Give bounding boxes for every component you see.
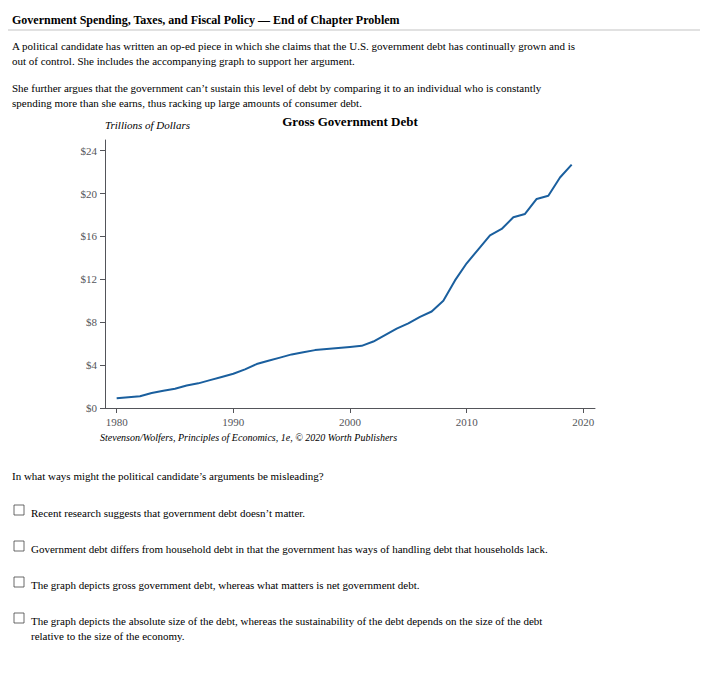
svg-text:2000: 2000 [339,416,362,428]
svg-text:$20: $20 [81,188,98,200]
svg-text:Stevenson/Wolfers, Principles: Stevenson/Wolfers, Principles of Economi… [100,432,397,443]
svg-text:out of control. She includes t: out of control. She includes the accompa… [12,55,355,67]
svg-text:In what ways might the politic: In what ways might the political candida… [12,470,324,482]
svg-text:Government debt differs from h: Government debt differs from household d… [31,543,548,555]
svg-text:Trillions of Dollars: Trillions of Dollars [105,119,190,131]
svg-text:The graph depicts gross govern: The graph depicts gross government debt,… [31,579,420,591]
svg-text:$4: $4 [86,359,98,371]
svg-text:A political candidate has writ: A political candidate has written an op-… [12,40,575,52]
svg-text:spending more than she earns,: spending more than she earns, thus racki… [12,97,362,109]
svg-text:$8: $8 [86,316,98,328]
svg-text:$12: $12 [81,273,98,285]
svg-text:Government Spending, Taxes, an: Government Spending, Taxes, and Fiscal P… [12,13,400,27]
svg-text:$0: $0 [86,402,98,414]
svg-text:2010: 2010 [456,416,479,428]
svg-text:The graph depicts the absolute: The graph depicts the absolute size of t… [31,615,542,627]
svg-text:$16: $16 [81,230,98,242]
svg-text:1980: 1980 [106,416,129,428]
svg-text:$24: $24 [81,145,98,157]
svg-text:relative to the size of the ec: relative to the size of the economy. [31,630,185,642]
svg-text:She further argues that the go: She further argues that the government c… [12,82,542,94]
svg-text:2020: 2020 [572,416,595,428]
svg-text:Gross Government Debt: Gross Government Debt [282,114,418,129]
svg-text:Recent research suggests that: Recent research suggests that government… [31,507,305,519]
svg-text:1990: 1990 [222,416,245,428]
